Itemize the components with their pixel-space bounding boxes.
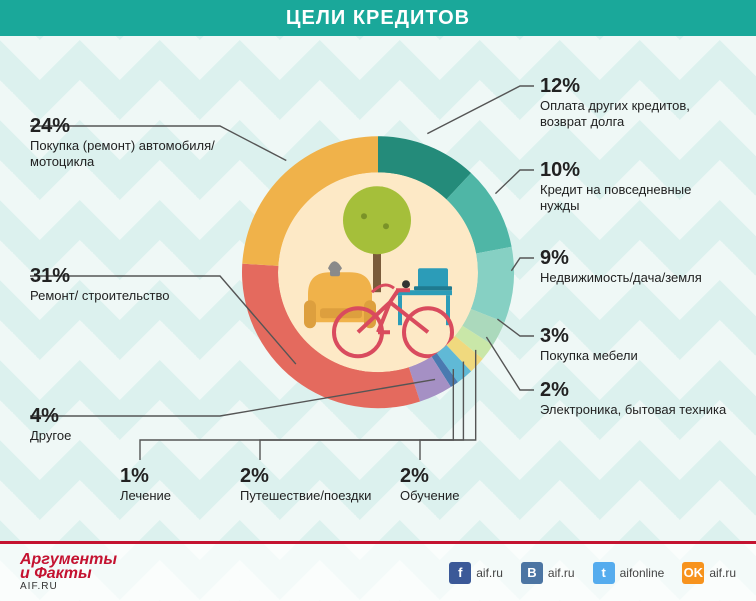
slice-label: 2%Обучение: [400, 464, 459, 504]
slice-text: Ремонт/ строительство: [30, 288, 169, 303]
social-odnoklassniki[interactable]: OK aif.ru: [682, 562, 736, 584]
slice-pct: 31%: [30, 264, 169, 288]
slice-text: Недвижимость/дача/земля: [540, 270, 702, 285]
social-facebook[interactable]: f aif.ru: [449, 562, 503, 584]
slice-label: 24%Покупка (ремонт) автомобиля/ мотоцикл…: [30, 114, 220, 169]
social-links: faif.ruBaif.rutaifonlineOKaif.ru: [449, 562, 736, 584]
slice-text: Покупка (ремонт) автомобиля/ мотоцикла: [30, 138, 215, 169]
slice-label: 31%Ремонт/ строительство: [30, 264, 169, 304]
brand-line2: и Факты: [20, 567, 117, 581]
slice-pct: 2%: [400, 464, 459, 488]
slice-label: 9%Недвижимость/дача/земля: [540, 246, 702, 286]
slice-label: 2%Путешествие/поездки: [240, 464, 371, 504]
slice-text: Оплата других кредитов, возврат долга: [540, 98, 690, 129]
social-handle: aifonline: [620, 566, 665, 580]
slice-pct: 2%: [540, 378, 726, 402]
social-vkontakte[interactable]: Baif.ru: [521, 562, 575, 584]
page-title: ЦЕЛИ КРЕДИТОВ: [286, 7, 470, 30]
twitter-icon: t: [593, 562, 615, 584]
facebook-icon: f: [449, 562, 471, 584]
header-bar: ЦЕЛИ КРЕДИТОВ: [0, 0, 756, 36]
slice-text: Лечение: [120, 488, 171, 503]
slice-label: 12%Оплата других кредитов, возврат долга: [540, 74, 730, 129]
social-handle: aif.ru: [548, 566, 575, 580]
slice-text: Обучение: [400, 488, 459, 503]
slice-text: Покупка мебели: [540, 348, 638, 363]
odnoklassniki-icon: OK: [682, 562, 704, 584]
social-handle: aif.ru: [476, 566, 503, 580]
slice-pct: 12%: [540, 74, 730, 98]
slice-pct: 24%: [30, 114, 220, 138]
slice-pct: 4%: [30, 404, 71, 428]
slice-text: Другое: [30, 428, 71, 443]
slice-pct: 1%: [120, 464, 171, 488]
slice-text: Электроника, бытовая техника: [540, 402, 726, 417]
brand-logo: Аргументы и Факты AIF.RU: [20, 553, 117, 593]
brand-sub: AIF.RU: [20, 581, 117, 592]
vkontakte-icon: B: [521, 562, 543, 584]
slice-text: Кредит на повседневные нужды: [540, 182, 691, 213]
slice-text: Путешествие/поездки: [240, 488, 371, 503]
social-twitter[interactable]: t aifonline: [593, 562, 665, 584]
slice-pct: 2%: [240, 464, 371, 488]
slice-label: 2%Электроника, бытовая техника: [540, 378, 726, 418]
center-illustration: [278, 172, 478, 372]
slice-pct: 10%: [540, 158, 730, 182]
social-handle: aif.ru: [709, 566, 736, 580]
footer: Аргументы и Факты AIF.RU faif.ruBaif.rut…: [0, 541, 756, 601]
slice-label: 10%Кредит на повседневные нужды: [540, 158, 730, 213]
donut-chart: [238, 132, 518, 412]
slice-pct: 9%: [540, 246, 702, 270]
chart-area: 12%Оплата других кредитов, возврат долга…: [0, 36, 756, 541]
slice-label: 3%Покупка мебели: [540, 324, 638, 364]
slice-label: 4%Другое: [30, 404, 71, 444]
slice-pct: 3%: [540, 324, 638, 348]
slice-label: 1%Лечение: [120, 464, 171, 504]
